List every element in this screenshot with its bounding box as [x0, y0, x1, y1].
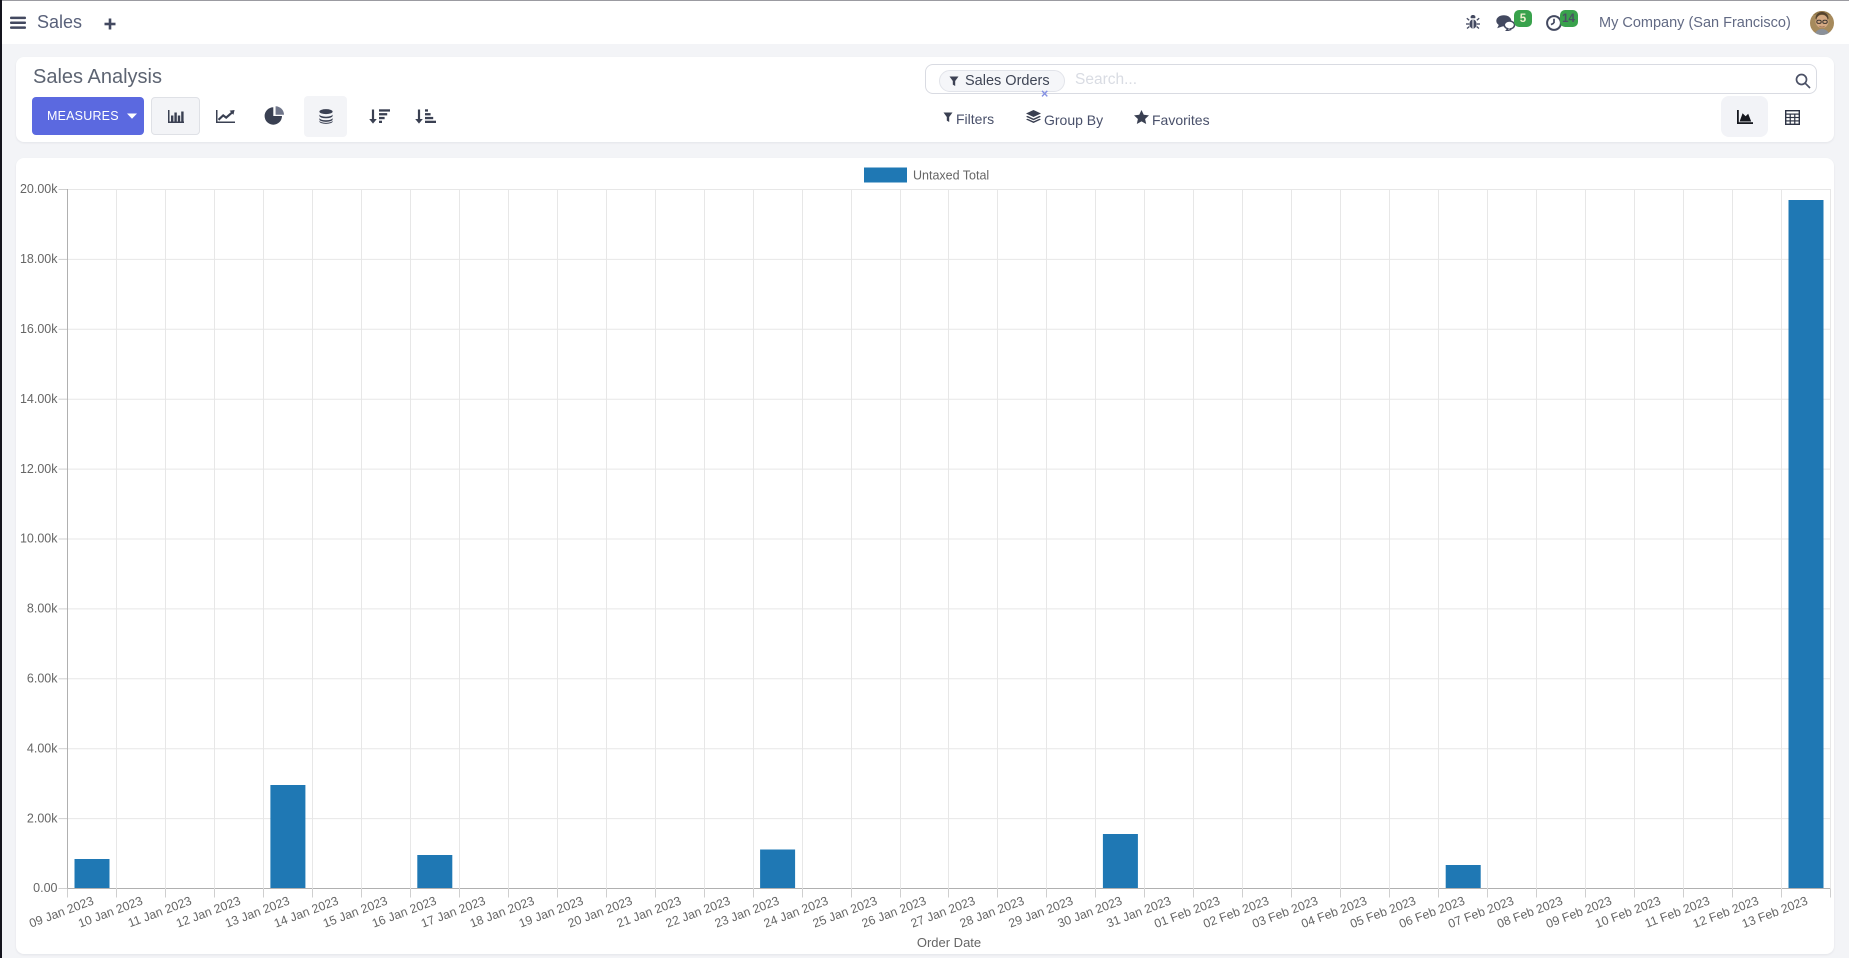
svg-text:20.00k: 20.00k [20, 182, 58, 196]
svg-text:14.00k: 14.00k [20, 392, 58, 406]
svg-text:12.00k: 12.00k [20, 462, 58, 476]
svg-text:16.00k: 16.00k [20, 322, 58, 336]
svg-text:8.00k: 8.00k [27, 602, 58, 616]
svg-text:4.00k: 4.00k [27, 741, 58, 755]
svg-text:6.00k: 6.00k [27, 672, 58, 686]
svg-text:2.00k: 2.00k [27, 811, 58, 825]
svg-text:18.00k: 18.00k [20, 252, 58, 266]
svg-text:0.00: 0.00 [33, 881, 57, 895]
svg-text:Order Date: Order Date [917, 935, 981, 950]
svg-text:10.00k: 10.00k [20, 532, 58, 546]
svg-text:Untaxed Total: Untaxed Total [913, 169, 989, 183]
